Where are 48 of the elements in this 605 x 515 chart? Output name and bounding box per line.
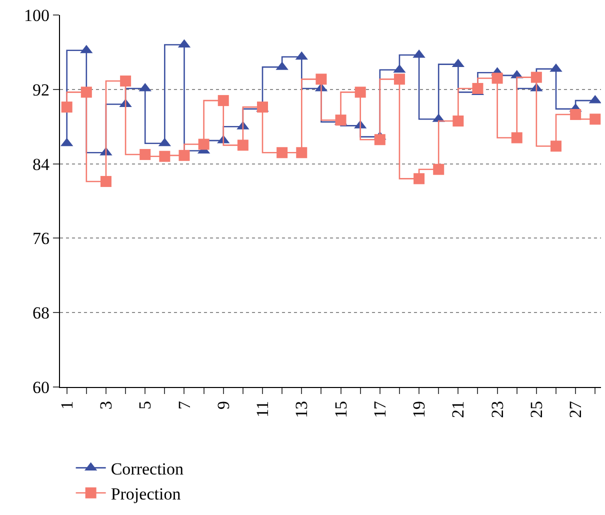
y-tick-label: 100 bbox=[24, 6, 50, 25]
x-tick-label: 27 bbox=[566, 400, 586, 418]
point bbox=[590, 114, 601, 125]
x-tick-label: 7 bbox=[174, 400, 194, 410]
x-tick-label: 3 bbox=[96, 400, 116, 410]
x-tick-label: 19 bbox=[410, 400, 429, 418]
x-tick-label: 13 bbox=[292, 400, 312, 418]
point bbox=[550, 140, 562, 152]
point bbox=[276, 147, 288, 158]
legend-label: Correction bbox=[110, 459, 184, 478]
x-tick-label: 5 bbox=[136, 400, 155, 410]
x-tick-label: 25 bbox=[526, 400, 546, 418]
x-tick-label: 15 bbox=[331, 400, 350, 418]
legend-label: Projection bbox=[110, 484, 182, 504]
point bbox=[492, 72, 503, 84]
point bbox=[100, 176, 112, 187]
point bbox=[159, 150, 170, 162]
point bbox=[472, 82, 484, 94]
y-tick-label: 76 bbox=[32, 229, 50, 248]
x-tick-label: 23 bbox=[488, 400, 507, 418]
point bbox=[570, 109, 582, 120]
y-tick-label: 60 bbox=[32, 378, 50, 397]
x-tick-label: 21 bbox=[448, 400, 468, 418]
point bbox=[374, 134, 386, 146]
x-tick-label: 1 bbox=[57, 400, 76, 410]
point bbox=[237, 140, 248, 151]
point bbox=[120, 76, 132, 87]
y-tick-label: 68 bbox=[32, 304, 50, 323]
x-tick-label: 9 bbox=[214, 400, 233, 410]
point bbox=[140, 149, 151, 160]
point bbox=[296, 147, 308, 158]
point bbox=[80, 86, 92, 98]
y-tick-label: 92 bbox=[32, 80, 50, 100]
point bbox=[354, 86, 366, 98]
point bbox=[198, 138, 210, 150]
point bbox=[511, 132, 522, 144]
point bbox=[178, 150, 190, 161]
point bbox=[61, 102, 72, 113]
point bbox=[452, 116, 464, 127]
x-tick-label: 17 bbox=[370, 400, 390, 418]
x-tick-label: 11 bbox=[253, 400, 272, 418]
y-tick-label: 84 bbox=[32, 154, 50, 174]
point bbox=[414, 173, 425, 184]
point bbox=[433, 164, 444, 175]
point bbox=[394, 74, 405, 85]
point bbox=[316, 74, 327, 85]
point bbox=[530, 72, 542, 83]
point bbox=[218, 95, 229, 106]
